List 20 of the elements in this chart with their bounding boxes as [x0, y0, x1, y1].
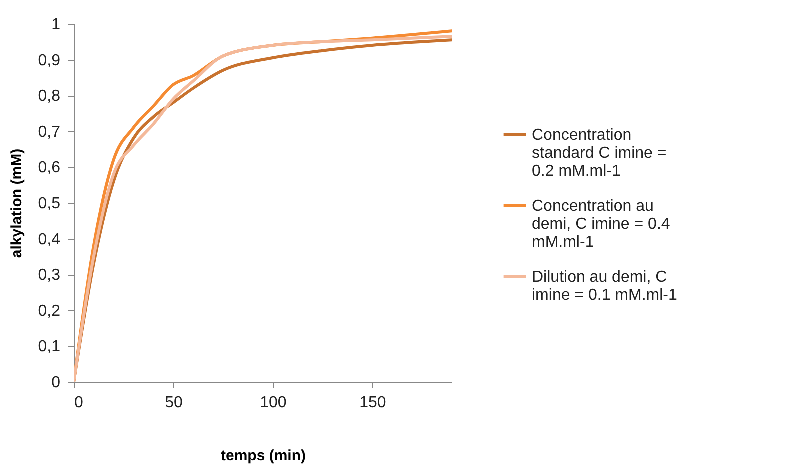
x-axis-title: temps (min) — [220, 448, 306, 464]
y-tick-label: 0,3 — [38, 267, 61, 284]
x-tick-label: 50 — [165, 394, 183, 412]
y-tick-label: 0 — [52, 374, 61, 392]
y-tick-label: 1 — [52, 16, 61, 34]
x-tick-label: 150 — [360, 394, 386, 412]
y-tick-label: 0,6 — [38, 160, 61, 177]
y-tick-label: 0,4 — [38, 231, 61, 248]
y-tick-label: 0,9 — [38, 52, 61, 70]
y-tick-label: 0,1 — [38, 338, 61, 356]
legend-label: Concentration au demi, C imine = 0.4 mM.ml-1 — [532, 198, 670, 251]
y-tick-label: 0,5 — [38, 196, 61, 212]
y-tick-label: 0,2 — [38, 302, 61, 320]
y-axis-title: alkylation (mM) — [8, 148, 26, 258]
legend-label: Dilution au demi, C imine = 0.1 mM.ml-1 — [532, 269, 678, 304]
y-tick-label: 0,8 — [38, 88, 61, 106]
y-tick-label: 0,7 — [38, 124, 61, 141]
x-tick-label: 0 — [74, 394, 84, 412]
x-tick-label: 100 — [260, 394, 287, 412]
legend-label: Concentration standard C imine = 0.2 mM.ml-1 — [532, 127, 667, 180]
